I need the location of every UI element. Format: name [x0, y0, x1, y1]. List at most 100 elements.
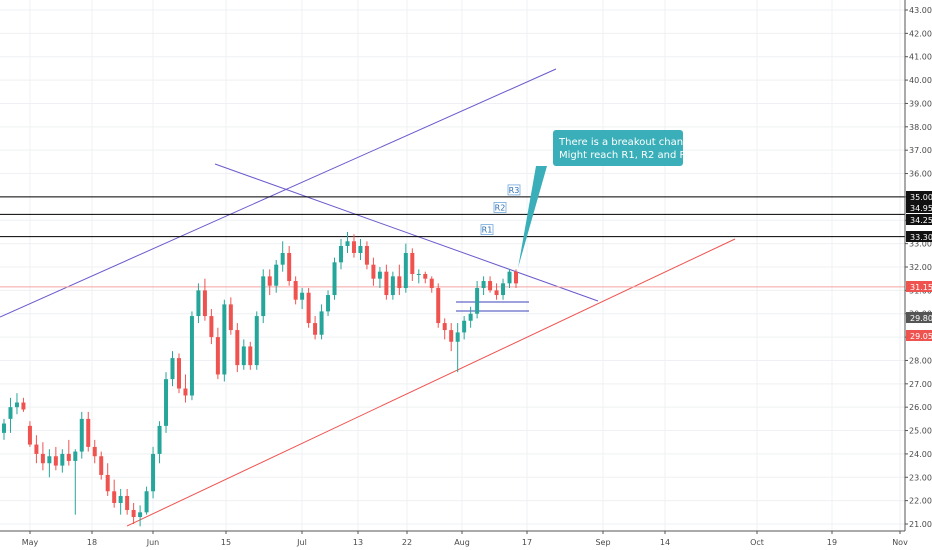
price-tag-bg	[906, 330, 932, 341]
candle-body	[8, 407, 13, 419]
y-tick-label: 27.00	[909, 380, 932, 389]
candle	[248, 341, 253, 370]
candle-body	[403, 252, 408, 289]
candle-body	[215, 337, 220, 375]
candle-body	[125, 495, 130, 510]
candle	[222, 299, 227, 382]
candle	[151, 446, 156, 499]
y-tick-label: 26.00	[909, 403, 932, 412]
annotation-callout[interactable]: There is a breakout chance. Might reach …	[518, 130, 698, 268]
candle-body	[306, 292, 311, 324]
candle-body	[501, 283, 506, 296]
candle	[416, 269, 421, 284]
candle	[2, 418, 6, 440]
grid	[0, 0, 905, 531]
price-axis[interactable]: 21.00 22.00 23.00 24.00 25.00 26.00 27.00 28.00…	[904, 0, 932, 550]
label-frame	[480, 224, 494, 236]
price-tag-text: 33.30	[910, 233, 932, 242]
candle	[514, 269, 518, 289]
candle	[209, 309, 214, 345]
candle	[339, 238, 344, 270]
candle	[241, 339, 246, 370]
candle	[131, 502, 136, 524]
price-tag-text: 35.00	[910, 193, 932, 202]
candle-body	[164, 379, 169, 426]
price-tag-bg	[906, 281, 932, 292]
label-frame	[493, 202, 507, 213]
candle-body	[384, 271, 389, 296]
price-tag: 31.15	[906, 281, 932, 292]
candle-body	[112, 491, 117, 503]
candle-body	[410, 252, 415, 275]
candle-body	[79, 418, 84, 452]
candle	[267, 269, 272, 296]
candle	[53, 446, 58, 471]
candle-body	[189, 316, 194, 396]
candle	[313, 316, 318, 340]
candle-body	[416, 274, 421, 276]
candle	[332, 257, 337, 300]
candle	[27, 421, 32, 447]
candle-body	[274, 264, 279, 286]
candle-body	[326, 295, 331, 312]
candle	[196, 283, 201, 324]
candle	[390, 271, 395, 300]
price-tag: 35.00	[906, 191, 932, 202]
candle-body	[345, 241, 350, 246]
candle-body	[202, 290, 207, 317]
price-tag-bg	[906, 191, 932, 202]
candle-body	[21, 402, 26, 410]
candle-body	[397, 276, 402, 289]
candle-body	[371, 264, 376, 279]
y-tick-label: 37.00	[909, 146, 932, 155]
label-text: R3	[509, 186, 520, 195]
candle	[176, 353, 181, 394]
candle	[371, 257, 376, 286]
candle-body	[436, 288, 441, 324]
candle-body	[488, 281, 493, 291]
candle-body	[449, 330, 454, 342]
candle	[481, 276, 486, 296]
candle-body	[248, 346, 253, 366]
x-tick-label: 18	[87, 538, 97, 547]
candle-body	[40, 453, 45, 464]
candle	[436, 283, 441, 328]
y-tick-label: 36.00	[909, 170, 932, 179]
y-tick-label: 38.00	[909, 123, 932, 132]
candle-body	[287, 252, 292, 282]
candle-body	[92, 446, 97, 457]
candle	[507, 269, 512, 289]
candle	[73, 449, 78, 515]
callout-line-1: There is a breakout chance.	[558, 137, 698, 148]
candle	[189, 311, 194, 401]
callout-pointer	[518, 166, 547, 268]
candle	[47, 449, 52, 478]
candle-body	[66, 453, 71, 461]
candle	[326, 290, 331, 317]
label-frame	[507, 184, 521, 196]
price-tag-bg	[906, 202, 932, 213]
candle	[287, 245, 292, 286]
time-axis[interactable]: May 18 Jun 15 Jul 13 22 Aug 17 Sep 14 Oct 19 Nov	[0, 530, 932, 550]
y-tick-label: 28.00	[909, 356, 932, 365]
candle-body	[183, 388, 188, 396]
candle	[429, 276, 434, 293]
candle	[79, 411, 84, 459]
candle-body	[241, 346, 246, 366]
candle	[306, 288, 311, 328]
candle	[449, 323, 454, 352]
candle	[345, 231, 350, 253]
y-tick-label: 40.00	[909, 76, 932, 85]
candle	[475, 281, 480, 319]
candle-body	[377, 271, 382, 279]
price-tag-text: 34.95	[910, 204, 932, 213]
price-tag: 29.80	[906, 312, 932, 323]
candle-body	[14, 402, 19, 408]
candle	[118, 488, 123, 515]
y-tick-label: 21.00	[909, 520, 932, 529]
candle-body	[86, 418, 91, 447]
candle	[66, 439, 71, 466]
x-tick-label: Aug	[454, 538, 470, 547]
